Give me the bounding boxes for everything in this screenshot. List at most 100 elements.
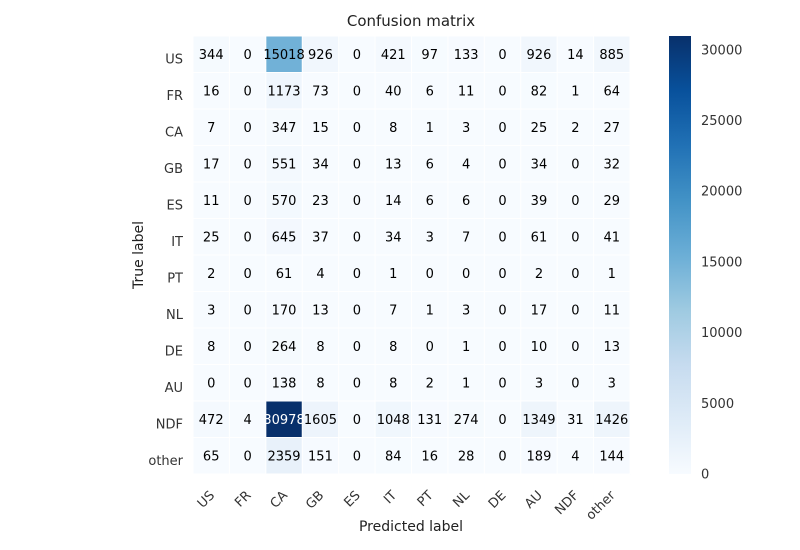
colorbar-tick-label: 15000 <box>701 255 742 270</box>
heatmap-cell <box>520 255 558 292</box>
heatmap-cell <box>447 36 485 73</box>
heatmap-cell <box>265 72 303 110</box>
cell-value-label: 37 <box>312 230 329 245</box>
heatmap-cell <box>447 218 485 256</box>
cell-value-label: 1 <box>462 340 470 355</box>
cell-value-label: 0 <box>243 340 251 355</box>
cell-value-label: 82 <box>531 84 548 99</box>
cell-value-label: 0 <box>243 194 251 209</box>
heatmap-cell <box>193 255 230 292</box>
heatmap-cell <box>229 109 267 146</box>
heatmap-cell <box>520 328 558 365</box>
cell-value-label: 0 <box>353 340 361 355</box>
heatmap-cell <box>593 218 631 256</box>
cell-value-label: 926 <box>527 48 552 63</box>
cell-value-label: 3 <box>608 376 616 391</box>
cell-value-label: 0 <box>353 121 361 136</box>
cell-value-label: 0 <box>243 121 251 136</box>
heatmap-cell <box>193 291 230 329</box>
y-tick-label: DE <box>165 344 183 359</box>
heatmap-cell <box>302 182 340 219</box>
heatmap-cell <box>265 364 303 402</box>
heatmap-cell <box>338 145 376 183</box>
heatmap-cell <box>193 437 230 475</box>
heatmap-cell <box>593 364 631 402</box>
cell-value-label: 0 <box>498 449 506 464</box>
colorbar-tick-label: 25000 <box>701 114 742 129</box>
heatmap-cell <box>229 145 267 183</box>
cell-value-label: 64 <box>604 84 621 99</box>
heatmap-cell <box>229 36 267 73</box>
cell-value-label: 29 <box>604 194 621 209</box>
cell-value-label: 2 <box>535 267 543 282</box>
heatmap-cell <box>302 401 340 438</box>
heatmap-cell <box>338 72 376 110</box>
heatmap-cell <box>484 437 522 475</box>
cell-value-label: 16 <box>203 84 220 99</box>
cell-value-label: 15018 <box>263 48 304 63</box>
heatmap-cell <box>484 72 522 110</box>
cell-value-label: 0 <box>498 413 506 428</box>
heatmap-cell <box>193 401 230 438</box>
heatmap-cell <box>338 109 376 146</box>
heatmap-cell <box>557 291 595 329</box>
heatmap-cell <box>193 364 230 402</box>
cell-value-label: 0 <box>243 267 251 282</box>
heatmap-cell <box>302 255 340 292</box>
heatmap-cell <box>520 36 558 73</box>
heatmap-cell <box>557 364 595 402</box>
heatmap-cell <box>338 182 376 219</box>
cell-value-label: 11 <box>203 194 220 209</box>
cell-value-label: 645 <box>272 230 297 245</box>
cell-value-label: 0 <box>243 376 251 391</box>
heatmap-cell <box>593 291 631 329</box>
cell-value-label: 6 <box>426 194 434 209</box>
heatmap-cell <box>593 36 631 73</box>
heatmap-cell <box>302 364 340 402</box>
heatmap-cell <box>411 401 449 438</box>
cell-value-label: 0 <box>353 194 361 209</box>
y-tick-label: CA <box>165 125 183 140</box>
heatmap-cell <box>265 218 303 256</box>
cell-value-label: 0 <box>571 303 579 318</box>
cell-value-label: 8 <box>389 121 397 136</box>
cell-value-label: 2359 <box>267 449 300 464</box>
colorbar: 0 5000 10000 15000 20000 25000 30000 <box>669 36 742 483</box>
heatmap-cell <box>375 36 412 73</box>
heatmap-cells <box>193 36 631 475</box>
cell-value-label: 0 <box>498 340 506 355</box>
heatmap-cell <box>557 437 595 475</box>
heatmap-cell <box>484 109 522 146</box>
chart-title: Confusion matrix <box>347 12 475 30</box>
cell-value-label: 34 <box>385 230 402 245</box>
y-tick-label: ES <box>167 198 183 213</box>
heatmap-cell <box>593 109 631 146</box>
heatmap-cell <box>375 109 412 146</box>
cell-value-label: 0 <box>353 376 361 391</box>
heatmap-cell <box>229 401 267 438</box>
cell-value-label: 73 <box>312 84 329 99</box>
heatmap-cell <box>593 145 631 183</box>
heatmap-cell <box>265 291 303 329</box>
heatmap-cell <box>229 291 267 329</box>
cell-value-label: 144 <box>599 449 624 464</box>
cell-value-label: 0 <box>498 84 506 99</box>
cell-value-label: 0 <box>243 449 251 464</box>
heatmap-cell <box>338 364 376 402</box>
cell-value-label: 28 <box>458 449 475 464</box>
cell-value-label: 0 <box>571 376 579 391</box>
heatmap-cell <box>338 401 376 438</box>
heatmap-cell <box>265 437 303 475</box>
cell-value-label: 0 <box>571 194 579 209</box>
heatmap-cell <box>193 36 230 73</box>
heatmap-cell <box>229 182 267 219</box>
cell-value-label: 0 <box>243 48 251 63</box>
cell-value-label: 17 <box>531 303 548 318</box>
x-tick-label: CA <box>268 488 291 511</box>
cell-value-label: 61 <box>276 267 293 282</box>
heatmap-cell <box>447 109 485 146</box>
heatmap-cell <box>593 437 631 475</box>
heatmap-cell <box>557 328 595 365</box>
heatmap-cell <box>484 364 522 402</box>
